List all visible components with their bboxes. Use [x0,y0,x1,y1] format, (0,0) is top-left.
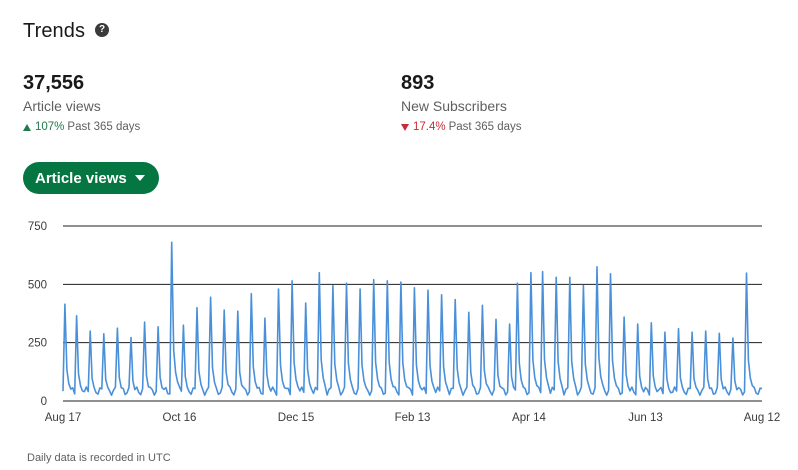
page-title: Trends [23,20,86,42]
y-tick-label: 0 [41,396,47,408]
change-period: Past 365 days [67,121,141,133]
y-tick-label: 500 [28,279,47,291]
x-tick-label: Feb 13 [395,412,431,424]
metric-label: Article views [23,98,101,114]
x-tick-label: Apr 14 [512,412,546,424]
x-tick-label: Aug 17 [45,412,81,424]
change-period: Past 365 days [448,121,522,133]
metric-new-subscribers: 893 New Subscribers 17.4% Past 365 days [401,70,522,133]
help-icon[interactable]: ? [95,23,110,37]
metric-change: 17.4% Past 365 days [401,121,522,133]
x-tick-label: Dec 15 [278,412,314,424]
metric-change: 107% Past 365 days [23,121,140,133]
arrow-up-icon [23,123,31,131]
y-tick-label: 750 [28,221,47,233]
x-tick-label: Jun 13 [628,412,663,424]
metric-article-views: 37,556 Article views 107% Past 365 days [23,70,140,133]
metric-dropdown-button[interactable]: Article views [23,162,159,194]
x-tick-label: Oct 16 [163,412,197,424]
change-percent: 107% [35,121,65,133]
series-line [62,241,763,396]
metric-label: New Subscribers [401,98,507,114]
dropdown-label: Article views [35,169,127,187]
caret-down-icon [134,175,145,181]
y-tick-label: 250 [28,338,47,350]
metric-value: 37,556 [23,72,85,94]
x-tick-label: Aug 12 [744,412,780,424]
metric-value: 893 [401,72,435,94]
arrow-down-icon [401,123,409,131]
trends-header: Trends ? [23,20,110,43]
utc-footnote: Daily data is recorded in UTC [27,452,171,464]
change-percent: 17.4% [413,121,446,133]
article-views-chart: 0 250 500 750 Aug 17 Oct 16 Dec 15 Feb 13 Apr 14… [28,221,780,424]
